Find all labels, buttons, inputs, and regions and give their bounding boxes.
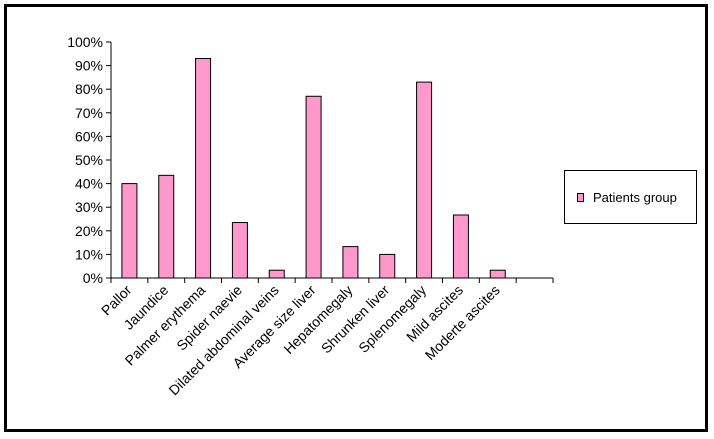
y-tick-label: 30% [75, 199, 103, 215]
y-tick-label: 20% [75, 223, 103, 239]
y-tick-label: 10% [75, 246, 103, 262]
bar [416, 81, 433, 279]
y-tick-label: 60% [75, 128, 103, 144]
bar [489, 269, 506, 279]
y-tick-label: 0% [83, 270, 103, 286]
legend-swatch [577, 192, 584, 202]
legend-label: Patients group [593, 189, 677, 205]
y-tick-label: 100% [67, 34, 103, 50]
bar [231, 222, 248, 279]
bar [121, 183, 138, 279]
y-axis-ticks: 0% 10% 20% 30% 40% 50% 60% 70% 80% 90% 100% [67, 34, 554, 286]
y-tick-label: 50% [75, 152, 103, 168]
bar [379, 253, 396, 279]
bar [452, 214, 469, 279]
bar-chart: 0% 10% 20% 30% 40% 50% 60% 70% 80% 90% 100% Pallor… [67, 34, 554, 399]
bar [268, 269, 285, 279]
y-tick-label: 90% [75, 58, 103, 74]
bars [121, 58, 506, 279]
bar [158, 174, 175, 279]
chart-frame: 0% 10% 20% 30% 40% 50% 60% 70% 80% 90% 100% Pallor… [4, 4, 708, 432]
bar [195, 58, 212, 279]
y-tick-label: 40% [75, 176, 103, 192]
legend: Patients group [564, 170, 697, 224]
bar [305, 95, 322, 279]
y-tick-label: 70% [75, 105, 103, 121]
y-tick-label: 80% [75, 81, 103, 97]
bar [342, 246, 359, 279]
